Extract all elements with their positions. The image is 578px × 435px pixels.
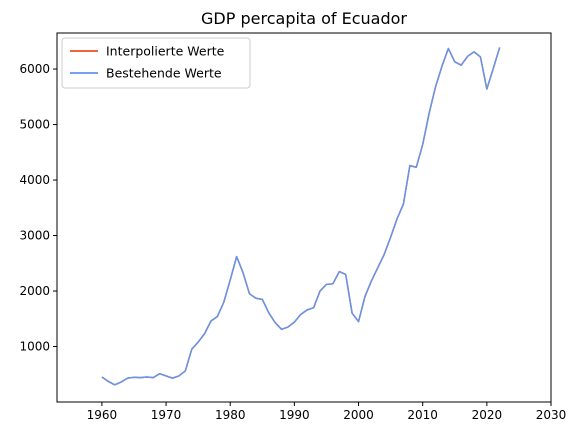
series-line-2 bbox=[101, 47, 501, 386]
chart-title: GDP percapita of Ecuador bbox=[201, 9, 407, 28]
y-axis: 1000 2000 3000 4000 5000 6000 bbox=[19, 62, 57, 354]
legend: Interpolierte Werte Bestehende Werte bbox=[61, 37, 251, 89]
y-tick-label: 6000 bbox=[19, 62, 50, 76]
x-axis: 1960 1970 1980 1990 2000 2010 2020 2030 bbox=[87, 402, 567, 422]
legend-box bbox=[61, 37, 251, 89]
legend-label-2: Bestehende Werte bbox=[106, 66, 222, 81]
x-tick-label: 1990 bbox=[279, 408, 310, 422]
x-tick-label: 2030 bbox=[536, 408, 567, 422]
x-tick-label: 2020 bbox=[472, 408, 503, 422]
x-tick-label: 1980 bbox=[215, 408, 246, 422]
x-tick-label: 2000 bbox=[343, 408, 374, 422]
plot-series bbox=[101, 47, 501, 386]
y-tick-label: 4000 bbox=[19, 173, 50, 187]
plot-frame bbox=[56, 32, 552, 403]
series-line-1 bbox=[101, 47, 501, 386]
y-tick-label: 3000 bbox=[19, 229, 50, 243]
y-tick-label: 5000 bbox=[19, 118, 50, 132]
y-tick-label: 1000 bbox=[19, 340, 50, 354]
x-tick-label: 1960 bbox=[87, 408, 118, 422]
x-tick-label: 2010 bbox=[407, 408, 438, 422]
legend-label-1: Interpolierte Werte bbox=[106, 44, 225, 59]
x-tick-label: 1970 bbox=[151, 408, 182, 422]
y-tick-label: 2000 bbox=[19, 284, 50, 298]
